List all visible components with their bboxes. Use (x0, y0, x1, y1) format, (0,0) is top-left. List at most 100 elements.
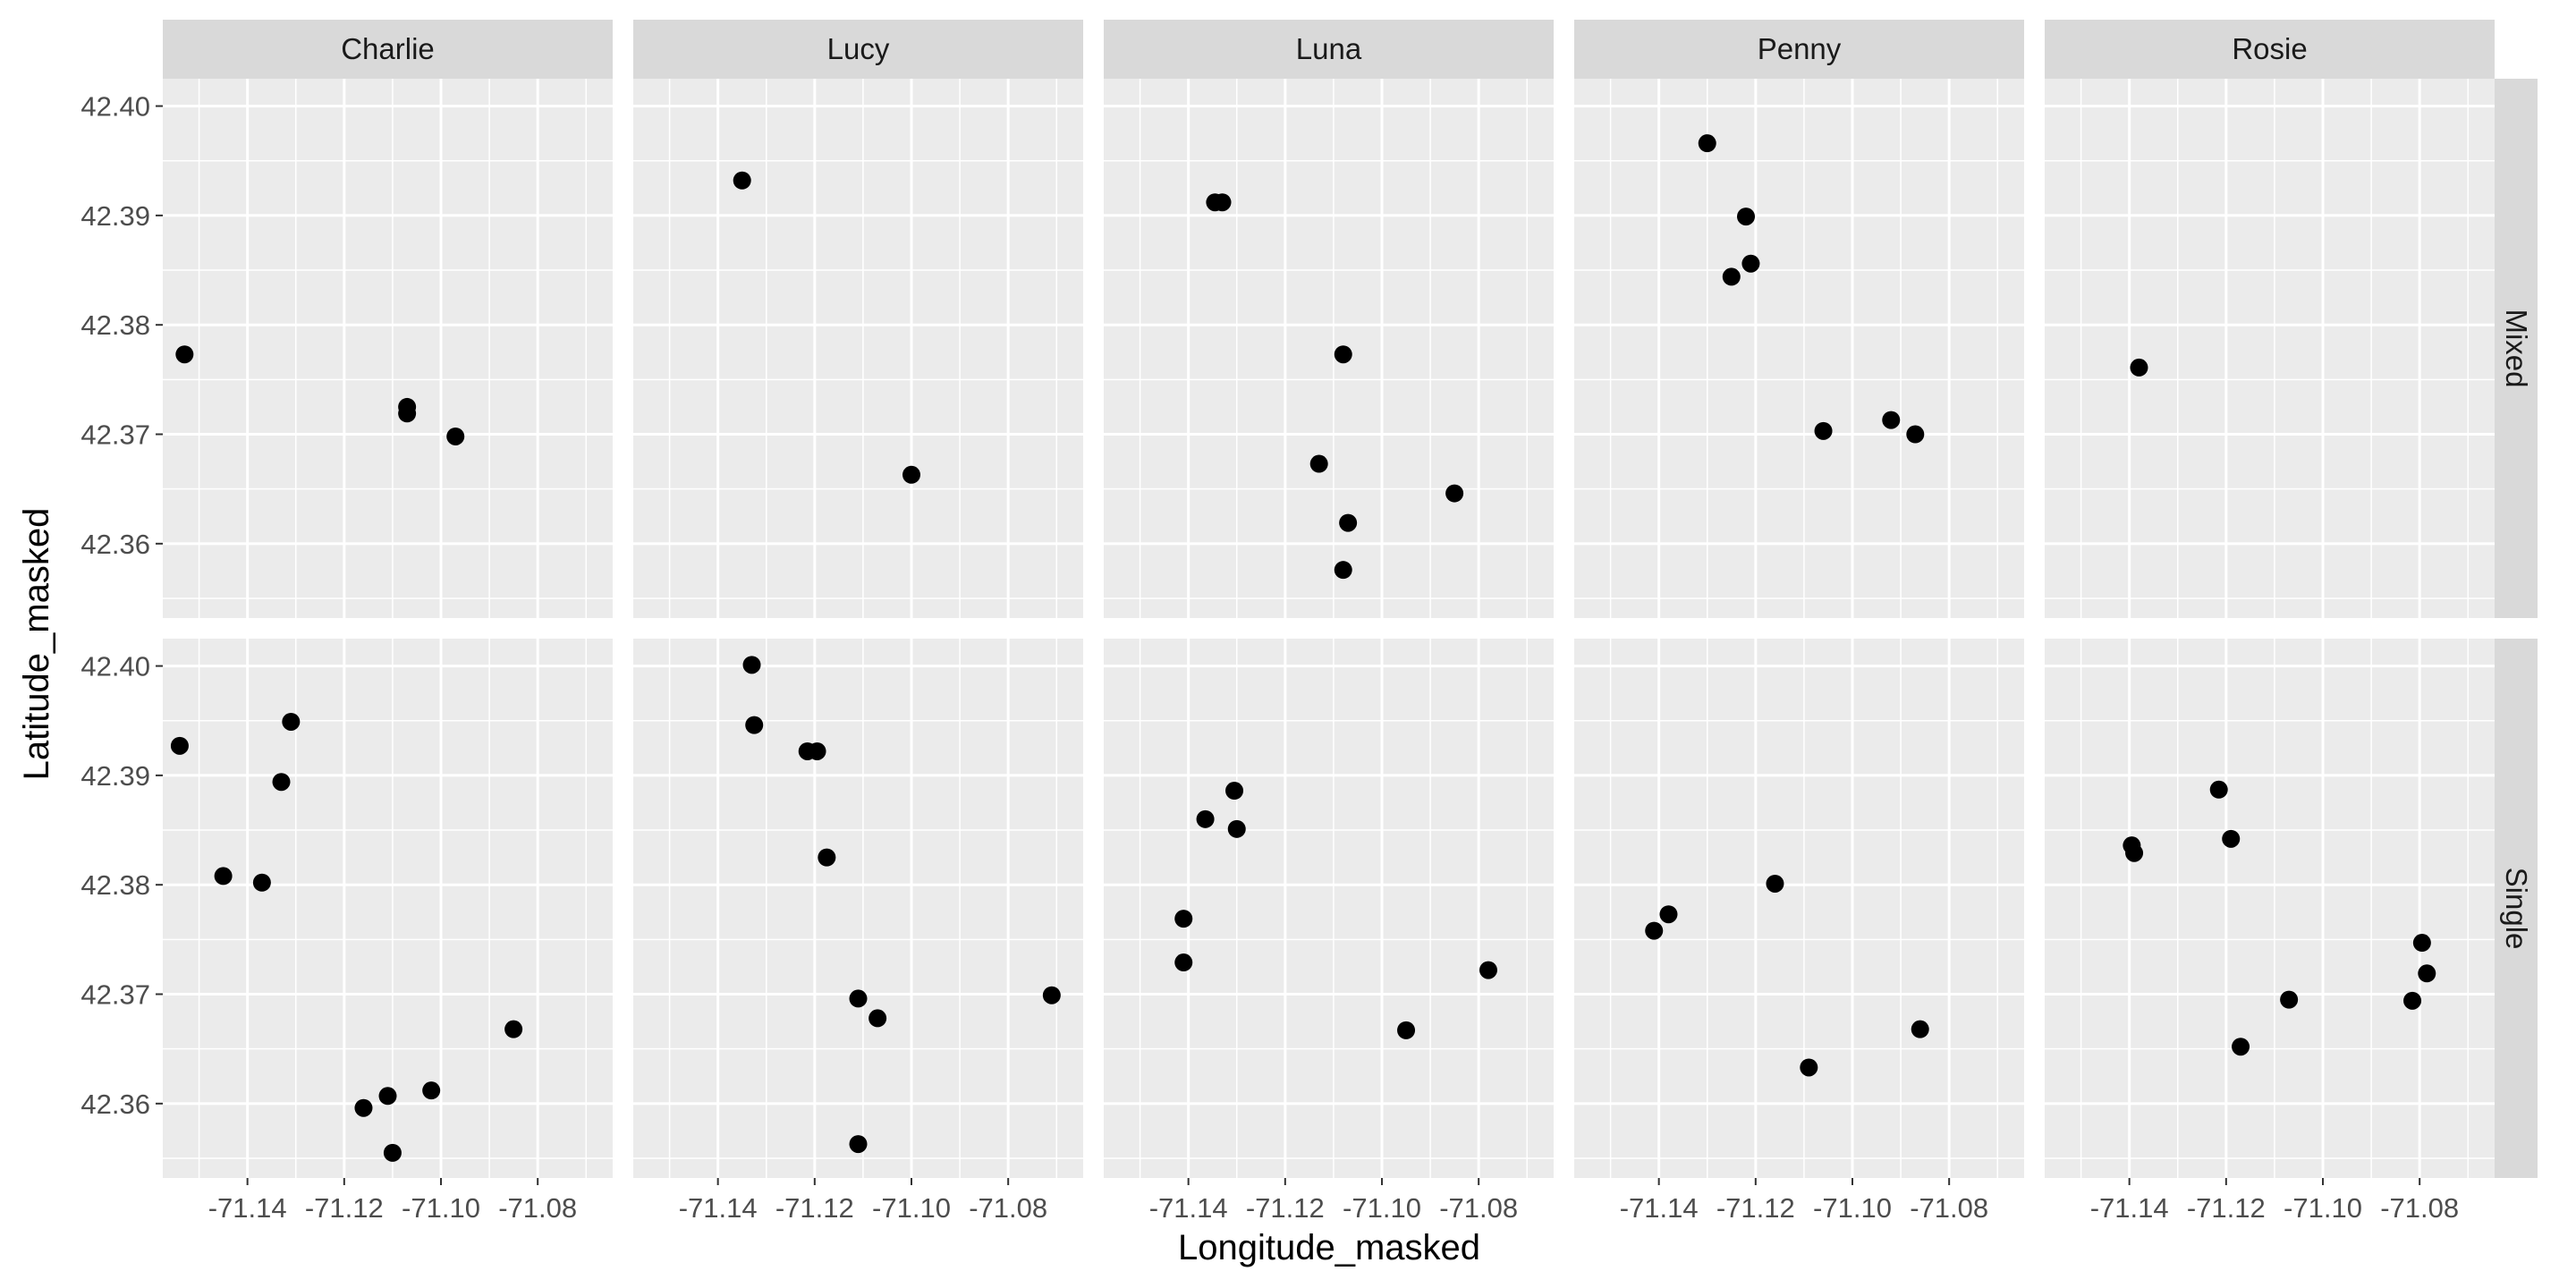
data-point (1174, 910, 1193, 928)
strip-single: Single (2495, 639, 2538, 1178)
x-tick-label: -71.08 (2380, 1192, 2459, 1224)
panel-background (1574, 79, 2024, 618)
panel-rosie-single (2045, 639, 2495, 1178)
y-tick-label: 42.36 (80, 1089, 150, 1120)
data-point (849, 1135, 868, 1154)
panel-background (1104, 639, 1554, 1178)
data-point (1882, 411, 1901, 429)
y-tick-label: 42.39 (80, 200, 150, 232)
data-point (1722, 267, 1741, 286)
data-point (446, 427, 465, 445)
panel-background (2045, 639, 2495, 1178)
strip-luna: Luna (1104, 20, 1554, 79)
data-point (733, 171, 751, 190)
data-point (849, 989, 868, 1008)
x-tick-label: -71.08 (1439, 1192, 1518, 1224)
y-tick-label: 42.38 (80, 869, 150, 901)
panel-lucy-mixed (633, 79, 1083, 618)
data-point (252, 873, 271, 892)
data-point (1445, 484, 1464, 503)
data-point (2418, 964, 2436, 983)
data-point (214, 867, 233, 886)
x-tick-label: -71.12 (2187, 1192, 2266, 1224)
x-tick-label: -71.10 (872, 1192, 951, 1224)
strip-background (163, 20, 613, 79)
x-tick-label: -71.10 (2284, 1192, 2362, 1224)
x-tick-label: -71.10 (1813, 1192, 1892, 1224)
data-point (504, 1020, 523, 1038)
data-point (170, 736, 189, 755)
strips-layer: Charlie Lucy Luna Penny Rosie Mixed Single (163, 20, 2538, 1178)
data-point (1698, 134, 1716, 153)
x-tick-label: -71.12 (1246, 1192, 1325, 1224)
data-point (742, 656, 761, 674)
y-tick-label: 42.39 (80, 760, 150, 792)
x-tick-label: -71.12 (775, 1192, 854, 1224)
data-point (818, 848, 836, 867)
y-tick-label: 42.40 (80, 651, 150, 682)
x-tick-label: -71.08 (969, 1192, 1047, 1224)
panel-rosie-mixed (2045, 79, 2495, 618)
data-point (1309, 454, 1328, 473)
data-point (1479, 961, 1497, 979)
strip-background (633, 20, 1083, 79)
x-tick-label: -71.10 (402, 1192, 480, 1224)
data-point (1766, 874, 1784, 893)
panels-layer (163, 79, 2495, 1178)
strip-lucy: Lucy (633, 20, 1083, 79)
strip-label: Luna (1296, 32, 1362, 65)
axes-layer: 42.36 42.37 42.38 42.39 42.40 42.36 42.37 42.38… (80, 91, 2459, 1224)
data-point (282, 712, 301, 731)
data-point (902, 465, 920, 484)
data-point (1659, 905, 1678, 924)
strip-background (2495, 639, 2538, 1178)
data-point (745, 716, 764, 734)
data-point (1174, 953, 1193, 972)
data-point (422, 1081, 441, 1100)
panel-charlie-mixed (163, 79, 613, 618)
data-point (272, 773, 291, 792)
strip-background (1574, 20, 2024, 79)
data-point (378, 1087, 397, 1106)
data-point (1737, 208, 1756, 226)
data-point (1213, 193, 1232, 212)
data-point (1800, 1058, 1818, 1077)
strip-label: Single (2500, 868, 2533, 950)
panel-charlie-single (163, 639, 613, 1178)
data-point (1042, 986, 1061, 1004)
strip-background (2495, 79, 2538, 618)
data-point (1227, 819, 1246, 838)
data-point (869, 1009, 887, 1028)
data-point (1196, 809, 1215, 828)
data-point (1645, 921, 1664, 940)
data-point (2130, 358, 2148, 377)
strip-background (1104, 20, 1554, 79)
panel-luna-single (1104, 639, 1554, 1178)
y-tick-label: 42.36 (80, 529, 150, 560)
strip-label: Rosie (2232, 32, 2307, 65)
data-point (2232, 1038, 2250, 1056)
x-tick-label: -71.12 (1716, 1192, 1795, 1224)
x-tick-label: -71.14 (1620, 1192, 1699, 1224)
data-point (398, 404, 417, 423)
panel-background (1104, 79, 1554, 618)
y-tick-label: 42.37 (80, 979, 150, 1011)
data-point (1741, 254, 1760, 273)
data-point (1814, 421, 1833, 440)
panel-lucy-single (633, 639, 1083, 1178)
y-axis-title: Latitude_masked (17, 508, 56, 781)
panel-penny-single (1574, 639, 2024, 1178)
data-point (2280, 990, 2299, 1009)
strip-charlie: Charlie (163, 20, 613, 79)
data-point (2125, 843, 2144, 862)
x-tick-label: -71.12 (305, 1192, 384, 1224)
strip-penny: Penny (1574, 20, 2024, 79)
panel-background (633, 639, 1083, 1178)
data-point (2412, 934, 2431, 953)
panel-background (1574, 639, 2024, 1178)
panel-background (2045, 79, 2495, 618)
data-point (1397, 1021, 1416, 1039)
data-point (1339, 513, 1358, 532)
data-point (175, 345, 194, 364)
